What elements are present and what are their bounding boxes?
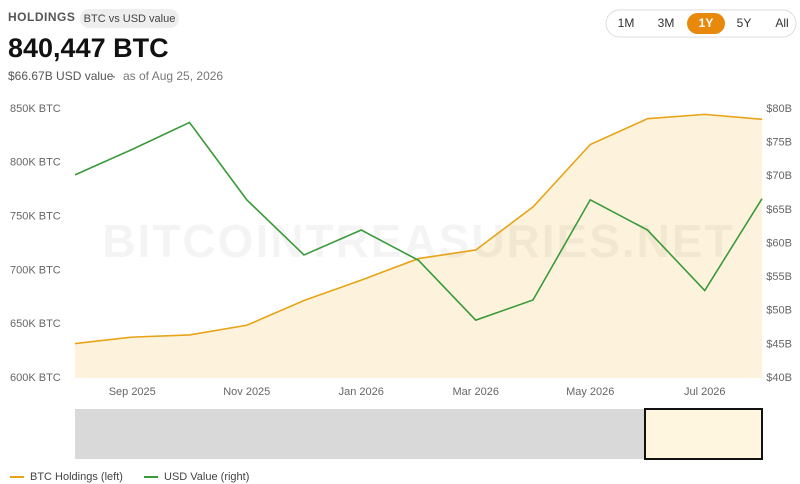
y2-tick-label: $75B bbox=[766, 137, 792, 149]
as-of: as of Aug 25, 2026 bbox=[123, 69, 223, 83]
x-tick-label: Nov 2025 bbox=[223, 386, 270, 398]
x-tick-label: Mar 2026 bbox=[453, 386, 499, 398]
y-tick-label: 650K BTC bbox=[10, 318, 61, 330]
x-tick-label: Sep 2025 bbox=[109, 386, 156, 398]
holdings-value: 840,447 BTC bbox=[8, 33, 169, 63]
x-tick-label: May 2026 bbox=[566, 386, 614, 398]
separator bbox=[112, 75, 116, 79]
y-tick-label: 850K BTC bbox=[10, 103, 61, 115]
x-tick-label: Jan 2026 bbox=[339, 386, 384, 398]
range-button[interactable]: 5Y bbox=[737, 16, 752, 30]
y2-tick-label: $60B bbox=[766, 237, 792, 249]
y-tick-label: 750K BTC bbox=[10, 211, 61, 223]
y2-tick-label: $40B bbox=[766, 372, 792, 384]
y2-tick-label: $50B bbox=[766, 305, 792, 317]
y2-tick-label: $80B bbox=[766, 103, 792, 115]
y2-tick-label: $45B bbox=[766, 338, 792, 350]
y-tick-label: 800K BTC bbox=[10, 157, 61, 169]
y2-tick-label: $70B bbox=[766, 170, 792, 182]
series-line bbox=[74, 113, 763, 345]
legend-label: BTC Holdings (left) bbox=[30, 471, 123, 483]
usd-value: $66.67B USD value bbox=[8, 69, 114, 83]
range-button-bg[interactable] bbox=[687, 13, 725, 34]
series-line bbox=[74, 121, 763, 322]
badge: BTC vs USD value bbox=[84, 13, 176, 25]
y2-tick-label: $65B bbox=[766, 204, 792, 216]
section-label: HOLDINGS bbox=[8, 10, 75, 24]
range-button[interactable]: All bbox=[775, 16, 788, 30]
badge-bg bbox=[80, 9, 179, 28]
x-tick-label: Jul 2026 bbox=[684, 386, 726, 398]
y-tick-label: 700K BTC bbox=[10, 264, 61, 276]
navigator-window[interactable] bbox=[644, 408, 763, 460]
legend-label: USD Value (right) bbox=[164, 471, 249, 483]
range-button[interactable]: 3M bbox=[658, 16, 675, 30]
y-tick-label: 600K BTC bbox=[10, 372, 61, 384]
holdings-area bbox=[75, 114, 762, 378]
y2-tick-label: $55B bbox=[766, 271, 792, 283]
range-button[interactable]: 1Y bbox=[699, 16, 714, 30]
range-button[interactable]: 1M bbox=[618, 16, 635, 30]
